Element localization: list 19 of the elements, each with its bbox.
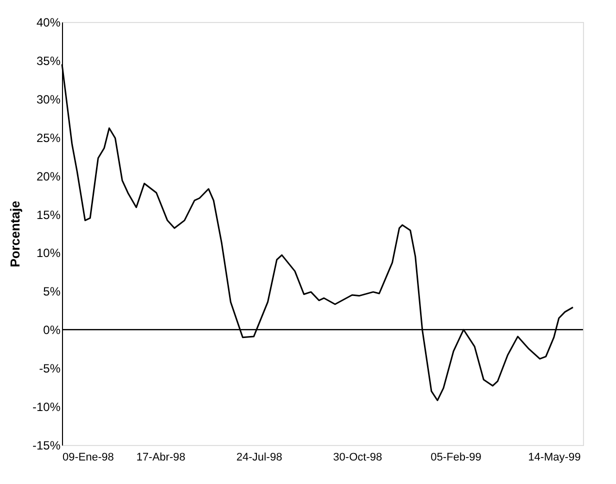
x-tick-label: 30-Oct-98 [333,452,382,464]
y-tick-label: 25% [36,130,61,145]
y-tick-label: 20% [36,169,61,184]
y-tick-label: 15% [36,208,61,222]
y-tick-label: 10% [36,246,61,260]
x-tick-label: 17-Abr-98 [136,452,186,464]
y-axis-title: Porcentaje [7,200,22,268]
y-tick-label: -5% [39,362,61,376]
x-tick-label: 09-Ene-98 [62,452,114,464]
y-tick-label: 5% [43,284,61,299]
x-tick-label: 14-May-99 [528,452,581,464]
y-tick-label: 40% [36,16,61,30]
y-tick-label: -15% [32,438,61,452]
x-tick-label: 05-Feb-99 [430,452,482,464]
y-tick-label: 30% [36,92,61,106]
x-tick-label: 24-Jul-98 [236,452,282,464]
y-tick-label: -10% [32,400,61,414]
y-tick-label: 35% [36,54,61,68]
y-tick-label: 0% [43,323,61,338]
